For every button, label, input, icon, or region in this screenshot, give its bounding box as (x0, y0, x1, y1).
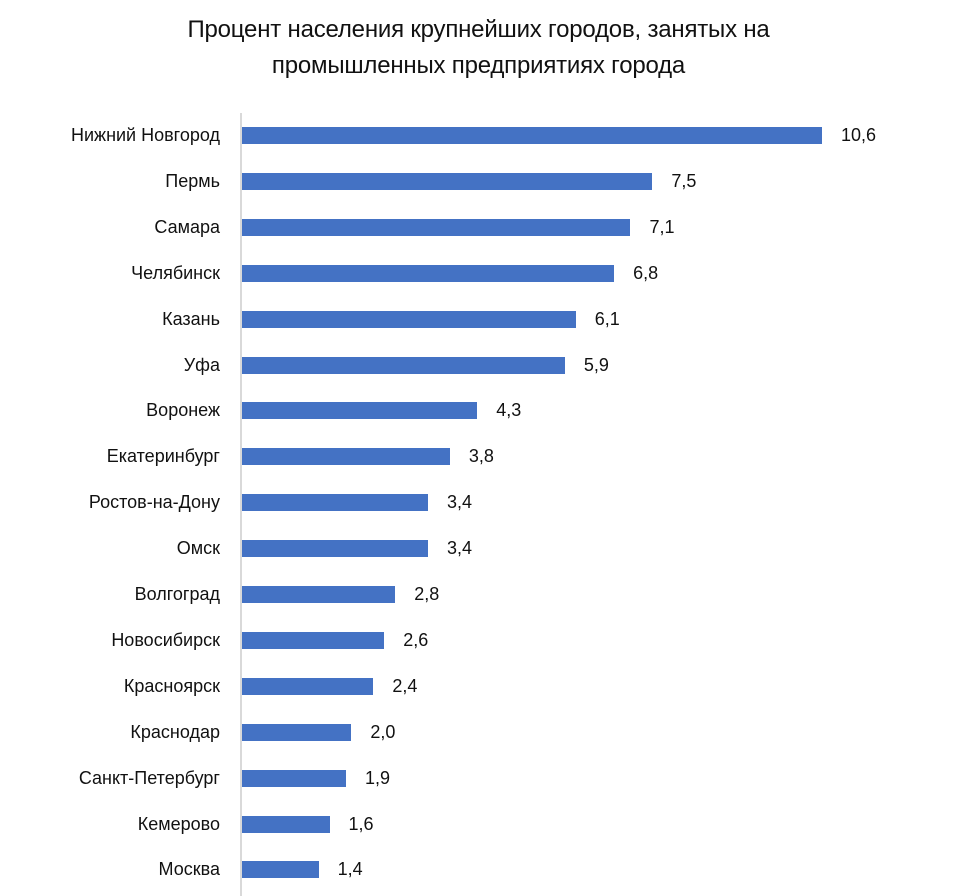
bar-row: Москва 1,4 (0, 859, 957, 879)
category-label: Уфа (183, 354, 220, 375)
bar-row: Кемерово 1,6 (0, 814, 957, 834)
bar-row: Екатеринбург 3,8 (0, 446, 957, 466)
value-label: 1,6 (348, 813, 374, 834)
value-label: 6,8 (633, 262, 659, 283)
value-label: 2,6 (403, 629, 429, 650)
category-label: Пермь (165, 170, 220, 191)
bar (242, 723, 352, 741)
bar (242, 218, 631, 236)
value-label: 2,0 (370, 721, 396, 742)
bar-row: Краснодар 2,0 (0, 722, 957, 742)
value-label: 6,1 (594, 308, 620, 329)
value-label: 1,9 (364, 767, 390, 788)
bar-row: Пермь 7,5 (0, 171, 957, 191)
category-label: Волгоград (134, 584, 220, 604)
bar-row: Новосибирск 2,6 (0, 630, 957, 650)
bar (242, 172, 653, 190)
value-label: 5,9 (583, 354, 609, 375)
category-axis-line (240, 113, 242, 896)
bar (242, 448, 450, 466)
bar-row: Санкт-Петербург 1,9 (0, 768, 957, 788)
bar (242, 677, 374, 695)
category-label: Нижний Новгород (70, 125, 220, 145)
bar-row: Волгоград 2,8 (0, 584, 957, 604)
category-label: Самара (154, 216, 220, 237)
bar (242, 815, 330, 833)
bar (242, 494, 429, 512)
bar (242, 769, 346, 787)
value-label: 3,8 (468, 446, 494, 467)
chart-title-line-1: Процент населения крупнейших городов, за… (187, 16, 770, 43)
bar (242, 264, 615, 282)
bar (242, 127, 822, 144)
value-label: 4,3 (496, 400, 522, 421)
value-label: 10,6 (841, 125, 877, 145)
category-label: Новосибирск (111, 629, 220, 650)
bar (242, 861, 319, 879)
category-label: Екатеринбург (106, 446, 220, 467)
bar-row: Ростов-на-Дону 3,4 (0, 492, 957, 512)
bar (242, 586, 396, 603)
chart-title: Процент населения крупнейших городов, за… (0, 12, 957, 84)
bar (242, 356, 565, 374)
value-label: 7,5 (671, 170, 697, 191)
value-label: 2,4 (392, 675, 418, 696)
bar-row: Красноярск 2,4 (0, 676, 957, 696)
value-label: 2,8 (414, 584, 440, 604)
bar (242, 402, 478, 420)
bar-row: Казань 6,1 (0, 309, 957, 329)
value-label: 1,4 (337, 859, 363, 880)
bar (242, 540, 429, 558)
category-label: Челябинск (131, 262, 220, 283)
bar (242, 631, 385, 649)
bar-row: Уфа 5,9 (0, 355, 957, 375)
value-label: 7,1 (649, 216, 675, 237)
category-label: Воронеж (146, 400, 220, 421)
category-label: Казань (162, 308, 220, 329)
category-label: Омск (176, 538, 220, 559)
value-label: 3,4 (447, 492, 473, 513)
bar-row: Челябинск 6,8 (0, 263, 957, 283)
bar-row: Нижний Новгород 10,6 (0, 125, 957, 145)
bar (242, 310, 576, 328)
bar-row: Воронеж 4,3 (0, 400, 957, 420)
category-label: Санкт-Петербург (78, 767, 220, 788)
category-label: Кемерово (137, 813, 220, 834)
category-label: Ростов-на-Дону (88, 492, 220, 513)
chart-title-line-2: промышленных предприятиях города (271, 52, 686, 79)
category-label: Красноярск (123, 675, 220, 696)
value-label: 3,4 (447, 538, 473, 559)
bar-row: Самара 7,1 (0, 217, 957, 237)
bar-row: Омск 3,4 (0, 538, 957, 558)
category-label: Москва (158, 859, 220, 880)
category-label: Краснодар (130, 721, 220, 742)
